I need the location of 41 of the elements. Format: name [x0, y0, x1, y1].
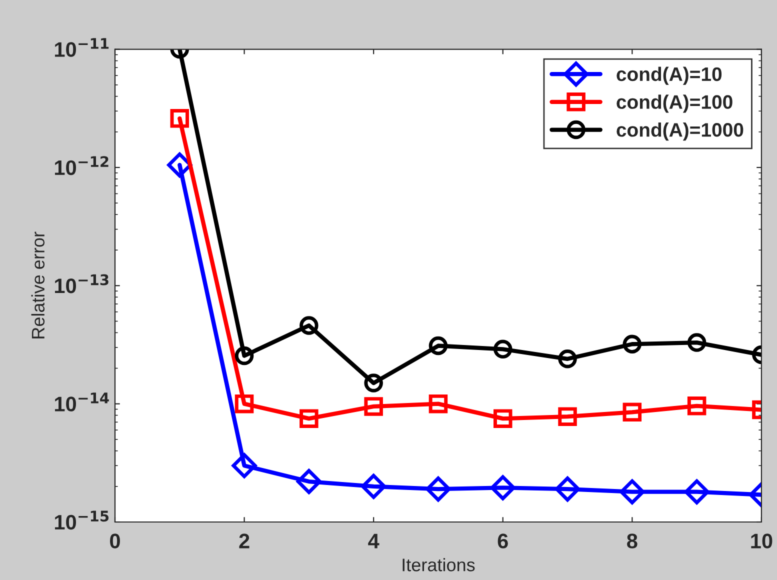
y-tick-label: 10$^{−14}$ — [54, 392, 109, 412]
point — [428, 336, 448, 356]
y-tick-label: 10$^{−15}$ — [54, 510, 109, 530]
point — [361, 474, 386, 499]
x-tick-label: 0 — [110, 534, 120, 548]
point — [232, 453, 257, 478]
x-tick-label: 2 — [239, 534, 250, 548]
point — [622, 402, 642, 422]
x-tick-label: 10 — [751, 534, 772, 548]
legend-label: cond(A)=10 — [616, 66, 722, 85]
x-tick-label: 6 — [498, 534, 508, 548]
y-tick-label: 10$^{−11}$ — [54, 38, 109, 57]
point — [684, 479, 710, 504]
legend-label: cond(A)=1000 — [616, 122, 744, 141]
point — [234, 346, 254, 366]
point — [296, 468, 322, 494]
point — [622, 334, 642, 354]
point — [554, 476, 580, 502]
point — [428, 394, 448, 414]
point — [234, 394, 254, 414]
point — [364, 397, 383, 416]
x-tick-label: 8 — [627, 534, 638, 548]
legend-label: cond(A)=100 — [616, 94, 732, 113]
point — [558, 407, 577, 426]
point — [426, 476, 451, 502]
point — [620, 479, 645, 504]
y-tick-label: 10$^{−13}$ — [54, 274, 108, 294]
point — [170, 109, 190, 128]
point — [300, 316, 318, 335]
x-axis-title: Iterations — [402, 558, 475, 572]
y-tick-label: 10$^{−12}$ — [54, 156, 108, 176]
point — [494, 409, 512, 428]
point — [558, 350, 577, 368]
y-axis-title: Relative error — [31, 232, 45, 338]
point — [364, 374, 383, 392]
point — [687, 333, 706, 352]
point — [494, 340, 512, 359]
x-tick-label: 4 — [368, 534, 380, 548]
point — [300, 409, 318, 428]
point — [490, 475, 516, 500]
point — [687, 396, 706, 416]
